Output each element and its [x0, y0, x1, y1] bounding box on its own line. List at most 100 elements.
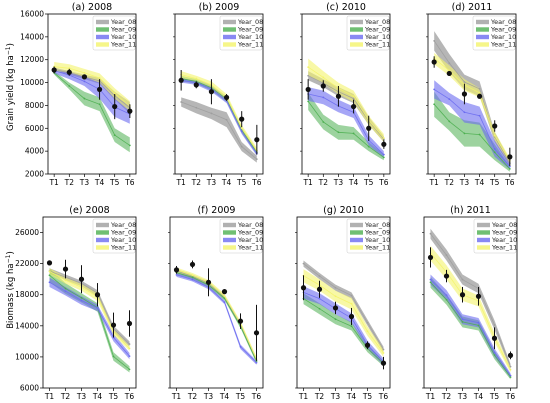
mean-point [48, 281, 51, 284]
legend-swatch [96, 230, 109, 235]
observed-point [366, 125, 372, 131]
mean-point [508, 165, 511, 168]
mean-line-year-08 [433, 40, 511, 164]
mean-point [98, 103, 101, 106]
x-tick-label: T2 [64, 178, 75, 187]
observed-point [507, 352, 514, 358]
legend-swatch [350, 222, 363, 228]
mean-point [307, 66, 310, 69]
band-year-11 [54, 62, 130, 112]
x-tick-label: T5 [108, 392, 119, 401]
mean-point [191, 276, 194, 279]
mean-point [352, 97, 355, 100]
mean-point [448, 62, 451, 65]
observed-point [475, 293, 482, 299]
mean-point [195, 106, 198, 109]
mean-line-year-11 [303, 275, 384, 354]
x-tick-label: T3 [206, 178, 217, 187]
x-tick-label: T4 [346, 392, 357, 401]
mean-point [463, 111, 466, 114]
legend-swatch [350, 237, 363, 243]
x-tick-label: T6 [251, 392, 262, 401]
x-tick-label: T1 [175, 178, 186, 187]
mean-line-year-11 [430, 252, 511, 370]
panel-title: (b) 2009 [199, 2, 240, 13]
mean-point [429, 281, 432, 284]
mean-point [113, 92, 116, 95]
mean-line-year-11 [54, 66, 131, 107]
mean-point [322, 121, 325, 123]
legend-swatch [477, 245, 490, 250]
legend-swatch [223, 245, 236, 250]
mean-line-year-11 [433, 58, 511, 162]
mean-point [366, 321, 369, 324]
observed-point [81, 74, 88, 80]
mean-point [493, 324, 496, 326]
observed-point [364, 342, 371, 348]
mean-point [191, 274, 194, 277]
legend-label: Year_11 [490, 41, 516, 49]
y-tick-label: 10000 [20, 78, 44, 87]
mean-line-year-10 [430, 279, 511, 376]
legend-box [346, 218, 390, 254]
plot-frame [301, 13, 391, 175]
panel-title: (d) 2011 [452, 2, 493, 13]
legend-swatch [96, 27, 109, 32]
mean-point [448, 98, 451, 101]
x-tick-label: T1 [48, 178, 59, 187]
mean-point [240, 145, 243, 148]
x-tick-label: T2 [191, 178, 202, 187]
mean-point [334, 295, 337, 298]
band-year-11 [308, 58, 384, 142]
legend-label: Year_08 [490, 18, 516, 26]
observed-point [239, 116, 245, 122]
y-tick-label: 10000 [15, 352, 39, 361]
mean-line-year-09 [49, 274, 130, 370]
mean-point [352, 95, 355, 98]
legend-box [92, 218, 136, 254]
mean-point [448, 120, 451, 123]
legend-swatch [96, 245, 109, 250]
mean-point [433, 39, 436, 42]
x-tick-label: T1 [302, 178, 313, 187]
mean-point [493, 151, 496, 154]
observed-point [332, 305, 339, 311]
mean-point [461, 318, 464, 321]
observed-point [178, 77, 184, 83]
plot-frame [42, 216, 137, 389]
x-tick-label: T3 [333, 178, 344, 187]
x-tick-label: T2 [314, 392, 325, 401]
legend-swatch [350, 19, 363, 25]
mean-point [128, 144, 131, 147]
plot-frame [423, 216, 518, 389]
legend-label: Year_09 [237, 229, 263, 237]
observed-point [112, 103, 118, 110]
mean-line-year-09 [176, 272, 257, 362]
y-tick-label: 16000 [20, 10, 44, 19]
mean-point [68, 85, 71, 87]
mean-line-year-10 [308, 93, 385, 155]
mean-line-year-10 [49, 281, 130, 357]
x-tick-label: T2 [318, 178, 329, 187]
mean-line-year-09 [430, 282, 511, 378]
x-tick-label: T4 [473, 392, 484, 401]
band-year-08 [434, 31, 510, 166]
mean-point [180, 101, 183, 103]
legend-label: Year_08 [237, 18, 263, 26]
panel-title: (h) 2011 [450, 205, 491, 216]
observed-point [461, 91, 468, 97]
mean-point [461, 278, 464, 281]
mean-point [210, 112, 213, 115]
y-tick-label: 6000 [20, 384, 39, 393]
observed-point [320, 83, 326, 89]
y-tick-label: 4000 [25, 147, 44, 156]
mean-point [382, 348, 385, 351]
mean-point [112, 355, 115, 358]
mean-point [493, 351, 496, 354]
legend-label: Year_09 [110, 229, 136, 237]
